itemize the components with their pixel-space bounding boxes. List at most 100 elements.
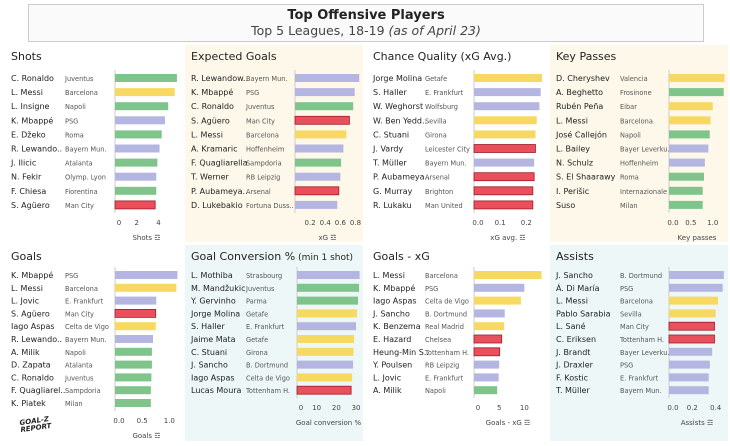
team-name: Hoffenheim xyxy=(246,146,284,154)
bar xyxy=(473,200,534,210)
chart-title: Key Passes xyxy=(556,50,617,63)
bar xyxy=(669,144,709,153)
x-axis-label: Goals ☲ xyxy=(132,432,160,440)
team-name: Roma xyxy=(65,131,84,139)
dashboard-title: Top Offensive Players xyxy=(287,8,445,23)
player-name: José Callejón xyxy=(555,129,607,139)
player-name: Lucas Moura xyxy=(191,386,242,395)
bar xyxy=(115,130,162,139)
bar xyxy=(295,130,347,139)
bar xyxy=(297,283,360,292)
x-axis-label: xG ☲ xyxy=(318,234,336,242)
x-tick-label: 20 xyxy=(332,404,341,412)
player-name: L. Jovic xyxy=(373,373,401,382)
player-name: F. Kostic xyxy=(556,373,588,382)
dashboard-header: Top Offensive Players Top 5 Leagues, 18-… xyxy=(28,4,704,42)
team-name: Barcelona xyxy=(65,285,98,293)
team-name: Fiorentina xyxy=(65,188,98,196)
player-name: D. Cheryshev xyxy=(556,74,610,83)
player-name: R. Lukaku xyxy=(373,201,412,210)
team-name: Strasbourg xyxy=(246,272,282,280)
player-name: T. Werner xyxy=(190,173,230,182)
bar xyxy=(473,172,535,182)
team-name: Olymp. Lyon xyxy=(65,174,106,182)
team-name: Man City xyxy=(246,117,275,125)
x-tick-label: 30 xyxy=(352,404,361,412)
team-name: Atalanta xyxy=(65,362,93,370)
team-name: Man City xyxy=(620,323,649,331)
player-name: J. Draxler xyxy=(555,361,594,370)
team-name: Roma xyxy=(620,174,639,182)
team-name: Sampdoria xyxy=(65,387,101,395)
bar xyxy=(296,385,352,395)
team-name: Arsenal xyxy=(425,174,450,182)
team-name: E. Frankfurt xyxy=(425,374,464,382)
x-tick-label: 10 xyxy=(520,404,529,412)
bar xyxy=(297,271,360,279)
x-tick-label: 0.4 xyxy=(710,404,722,412)
x-axis-label: Goals - xG ☲ xyxy=(486,419,531,427)
team-name: Parma xyxy=(246,298,267,306)
bar xyxy=(115,360,152,369)
team-name: Brighton xyxy=(425,188,453,196)
bar xyxy=(474,158,535,167)
player-name: F. Quagliarel.. xyxy=(11,386,65,395)
team-name: B. Dortmund xyxy=(425,310,467,318)
chart-title: Shots xyxy=(11,50,42,63)
bar xyxy=(115,158,158,167)
bar xyxy=(474,283,525,292)
bar xyxy=(115,116,165,125)
team-name: Eibar xyxy=(620,103,637,111)
bar xyxy=(669,373,709,382)
panel-key-passes: Key Passes D. Cheryshev Valencia A. Beghett… xyxy=(550,45,728,242)
team-name: Milan xyxy=(620,202,638,210)
player-name: N. Fekir xyxy=(11,173,42,182)
player-name: R. Lewandow.. xyxy=(191,74,248,83)
bar xyxy=(474,373,499,382)
team-name: Real Madrid xyxy=(425,323,464,331)
player-name: L. Messi xyxy=(556,116,588,125)
team-name: Napoli xyxy=(65,349,86,357)
player-name: K. Piatek xyxy=(11,399,46,408)
team-name: Barcelona xyxy=(620,298,653,306)
team-name: Barcelona xyxy=(246,131,279,139)
player-name: Suso xyxy=(556,201,575,210)
x-tick-label: 2 xyxy=(134,219,138,227)
bar xyxy=(668,321,715,331)
player-name: P. Aubameya.. xyxy=(191,187,248,196)
bar xyxy=(297,360,354,369)
team-name: B. Dortmund xyxy=(620,272,662,280)
team-name: E. Frankfurt xyxy=(425,89,464,97)
team-name: RB Leipzig xyxy=(425,362,459,370)
bar xyxy=(115,271,178,279)
x-tick-label: 0.8 xyxy=(350,219,361,227)
panel-goals: Goals K. Mbappé PSG L. Messi Barcelona L. Jov… xyxy=(5,245,181,441)
panel-chance-quality-xg-avg-: Chance Quality (xG Avg.) Jorge Molina Geta… xyxy=(367,45,545,242)
player-name: A. Kramaric xyxy=(191,145,237,154)
x-tick-label: 0.2 xyxy=(521,219,532,227)
player-name: Y. Gervinho xyxy=(190,297,236,306)
bar xyxy=(115,144,160,153)
player-name: L. Sané xyxy=(556,321,586,331)
bar xyxy=(669,200,703,209)
player-name: D. Zapata xyxy=(11,361,51,370)
bar xyxy=(669,347,713,356)
bar xyxy=(669,74,725,82)
team-name: Leicester City xyxy=(425,146,470,154)
team-name: Man City xyxy=(65,202,94,210)
chart-title-note: (min 1 shot) xyxy=(298,253,353,263)
team-name: PSG xyxy=(246,89,259,97)
team-name: Milan xyxy=(65,400,83,408)
bar xyxy=(669,116,711,125)
x-tick-label: 0.4 xyxy=(320,219,332,227)
bar xyxy=(294,186,340,196)
bar xyxy=(474,88,541,97)
team-name: Atalanta xyxy=(65,160,93,168)
team-name: Valencia xyxy=(620,75,648,83)
player-name: W. Weghorst xyxy=(373,102,423,111)
player-name: K. Mbappé xyxy=(373,283,415,293)
player-name: E. Džeko xyxy=(11,130,46,139)
bar xyxy=(115,399,151,407)
chart-title: Assists xyxy=(556,250,594,263)
